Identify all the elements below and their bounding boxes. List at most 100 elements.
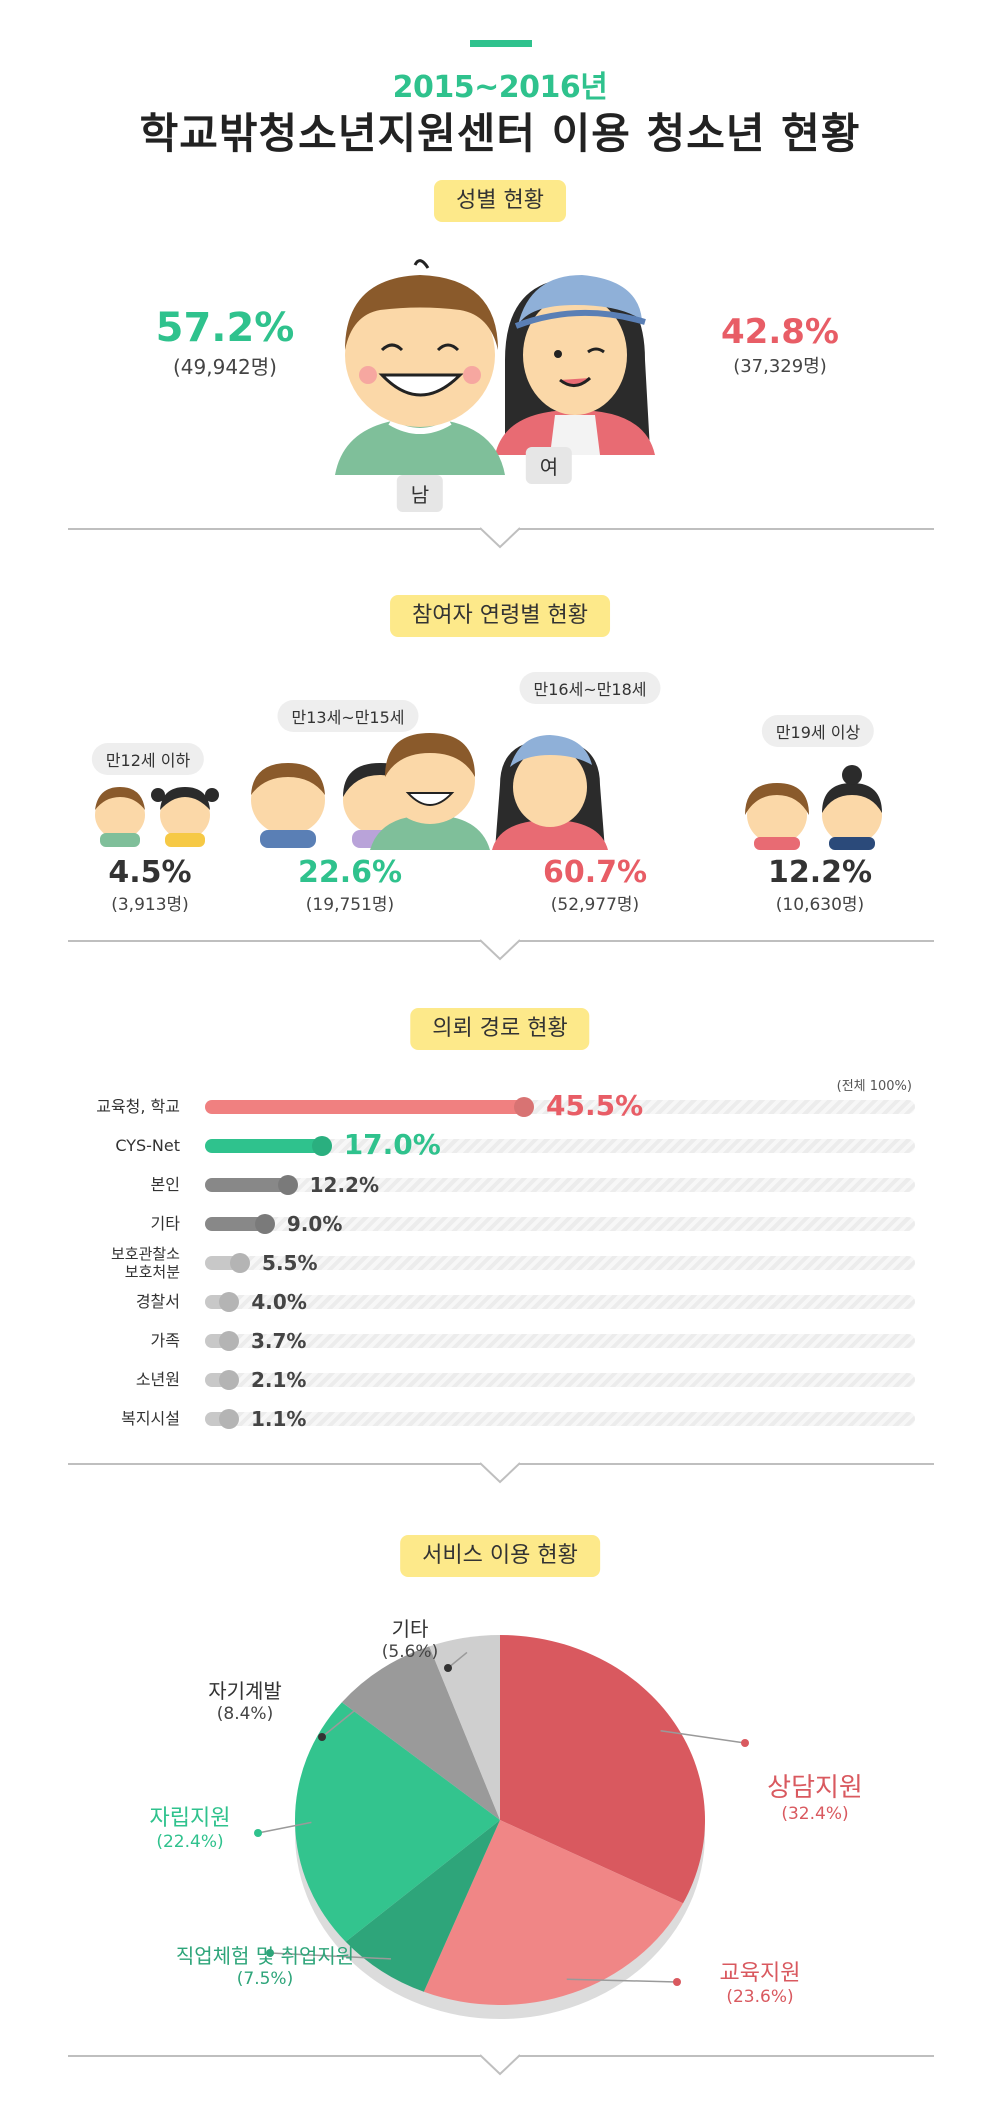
referral-bar-endpoint [311, 1136, 332, 1156]
pie-leader-dot [254, 1829, 262, 1837]
age-section-title: 참여자 연령별 현황 [390, 595, 610, 637]
pie-slice-label: 자립지원 (22.4%) [150, 1800, 231, 1852]
age-label-under12: 만12세 이하 [91, 743, 205, 775]
pie-leader-dot [673, 1978, 681, 1986]
referral-bar-label: 경찰서 [135, 1292, 180, 1311]
pie-slice [429, 1635, 500, 1820]
age-count-over19: (10,630명) [775, 895, 865, 915]
gender-section-title: 성별 현황 [434, 180, 566, 222]
pie-slice [500, 1635, 705, 1904]
referral-bar-label: 복지시설 [121, 1409, 180, 1428]
female-stat: 42.8% (37,329명) [700, 312, 860, 378]
referral-bar-track [205, 1373, 915, 1387]
referral-bar-track [205, 1139, 915, 1153]
pie-slice-pct: (32.4%) [781, 1804, 849, 1824]
pie-slice-name: 교육지원 [719, 1961, 801, 1986]
referral-bar-label: 소년원 [135, 1370, 180, 1389]
referral-bar-endpoint [277, 1175, 298, 1195]
pie-slice [423, 1820, 684, 2005]
age-pct-13to15: 22.6% [297, 855, 403, 890]
divider-chevron-4 [480, 2054, 520, 2076]
referral-bar-value: 17.0% [343, 1128, 441, 1161]
age-pct-16to18: 60.7% [542, 855, 648, 890]
male-stat: 57.2% (49,942명) [140, 305, 310, 380]
pie-slice-name: 자립지원 [149, 1806, 231, 1831]
pie-leader-line [660, 1730, 746, 1744]
referral-bar-value: 4.0% [251, 1290, 307, 1314]
female-count: (37,329명) [733, 356, 827, 377]
page-subtitle: 2015~2016년 [392, 70, 608, 105]
pie-leader-line [566, 1978, 678, 1983]
pie-slice-label: 직업체험 및 취업지원 (7.5%) [176, 1940, 354, 1989]
referral-bar-track [205, 1334, 915, 1348]
pie-slice-name: 직업체험 및 취업지원 [175, 1944, 355, 1968]
kids-under12-illustration [95, 787, 219, 847]
pie-slice-label: 자기계발 (8.4%) [208, 1675, 282, 1724]
pie-slice-name: 자기계발 [208, 1679, 282, 1703]
referral-bar-label: CYS-Net [115, 1136, 180, 1155]
referral-bar-endpoint [219, 1292, 240, 1312]
referral-bar-label: 가족 [150, 1331, 180, 1350]
services-section-title: 서비스 이용 현황 [400, 1535, 600, 1577]
age-count-13to15: (19,751명) [305, 895, 395, 915]
age-label-over19: 만19세 이상 [761, 715, 875, 747]
pie-slice-pct: (23.6%) [726, 1987, 794, 2007]
adults-over19-illustration [745, 765, 882, 850]
referral-bar-value: 5.5% [262, 1251, 318, 1275]
female-pct: 42.8% [721, 312, 839, 352]
page-title: 학교밖청소년지원센터 이용 청소년 현황 [139, 109, 861, 158]
referral-bar [205, 1178, 292, 1192]
referral-bar-value: 45.5% [546, 1089, 644, 1122]
divider-chevron-3 [480, 1462, 520, 1484]
referral-bar-value: 9.0% [286, 1212, 343, 1236]
referral-bar-track [205, 1412, 915, 1426]
teens-16to18-illustration [370, 733, 608, 850]
pie-leader-line [447, 1651, 468, 1669]
male-pct: 57.2% [155, 305, 295, 351]
age-illustrations [95, 733, 882, 850]
referral-bar [205, 1100, 529, 1114]
male-count: (49,942명) [173, 355, 277, 379]
referral-bar-track [205, 1256, 915, 1270]
pie-slice-name: 기타 [391, 1617, 429, 1641]
female-label: 여 [525, 447, 573, 484]
referral-bar-label: 기타 [150, 1214, 180, 1233]
pie-leader-dot [266, 1949, 274, 1957]
pie-slice-pct: (22.4%) [156, 1832, 224, 1852]
pie-slice-pct: (5.6%) [381, 1642, 439, 1662]
services-pie-chart [254, 1635, 749, 2019]
divider-chevron-1 [480, 527, 520, 549]
pie-slice-pct: (8.4%) [216, 1704, 274, 1724]
header-accent-bar [470, 40, 532, 47]
pie-leader-line [269, 1952, 392, 1960]
pie-slice-name: 상담지원 [767, 1773, 863, 1803]
referral-bar-endpoint [514, 1097, 535, 1117]
referral-bar-label: 본인 [150, 1175, 180, 1194]
referral-bar-value: 1.1% [251, 1407, 307, 1431]
referral-bar-track [205, 1178, 915, 1192]
referral-bar-endpoint [219, 1409, 239, 1429]
referral-bar-track [205, 1217, 915, 1231]
boy-illustration [335, 259, 505, 475]
referral-total-note: (전체 100%) [836, 1079, 912, 1094]
referral-bar-endpoint [230, 1253, 251, 1273]
referral-bar-value: 12.2% [309, 1173, 379, 1197]
referral-bar-label: 보호관찰소 보호처분 [110, 1245, 180, 1281]
age-pct-under12: 4.5% [108, 855, 192, 890]
referral-bar-endpoint [219, 1331, 239, 1351]
pie-slice-pct: (7.5%) [236, 1969, 294, 1989]
girl-illustration [495, 275, 655, 455]
male-label: 남 [396, 475, 444, 512]
age-label-13to15: 만13세~만15세 [277, 700, 419, 732]
age-count-under12: (3,913명) [111, 895, 189, 915]
pie-leader-line [257, 1821, 312, 1834]
pie-leader-dot [444, 1664, 452, 1672]
divider-chevron-2 [480, 939, 520, 961]
referral-bar-endpoint [254, 1214, 275, 1234]
pie-slice-label: 기타 (5.6%) [382, 1613, 438, 1662]
pie-slice-label: 상담지원 (32.4%) [767, 1767, 863, 1824]
pie-leader-dot [318, 1733, 326, 1741]
referral-bar-value: 3.7% [251, 1329, 307, 1353]
gender-illustration [335, 259, 655, 475]
referral-bar [205, 1217, 269, 1231]
